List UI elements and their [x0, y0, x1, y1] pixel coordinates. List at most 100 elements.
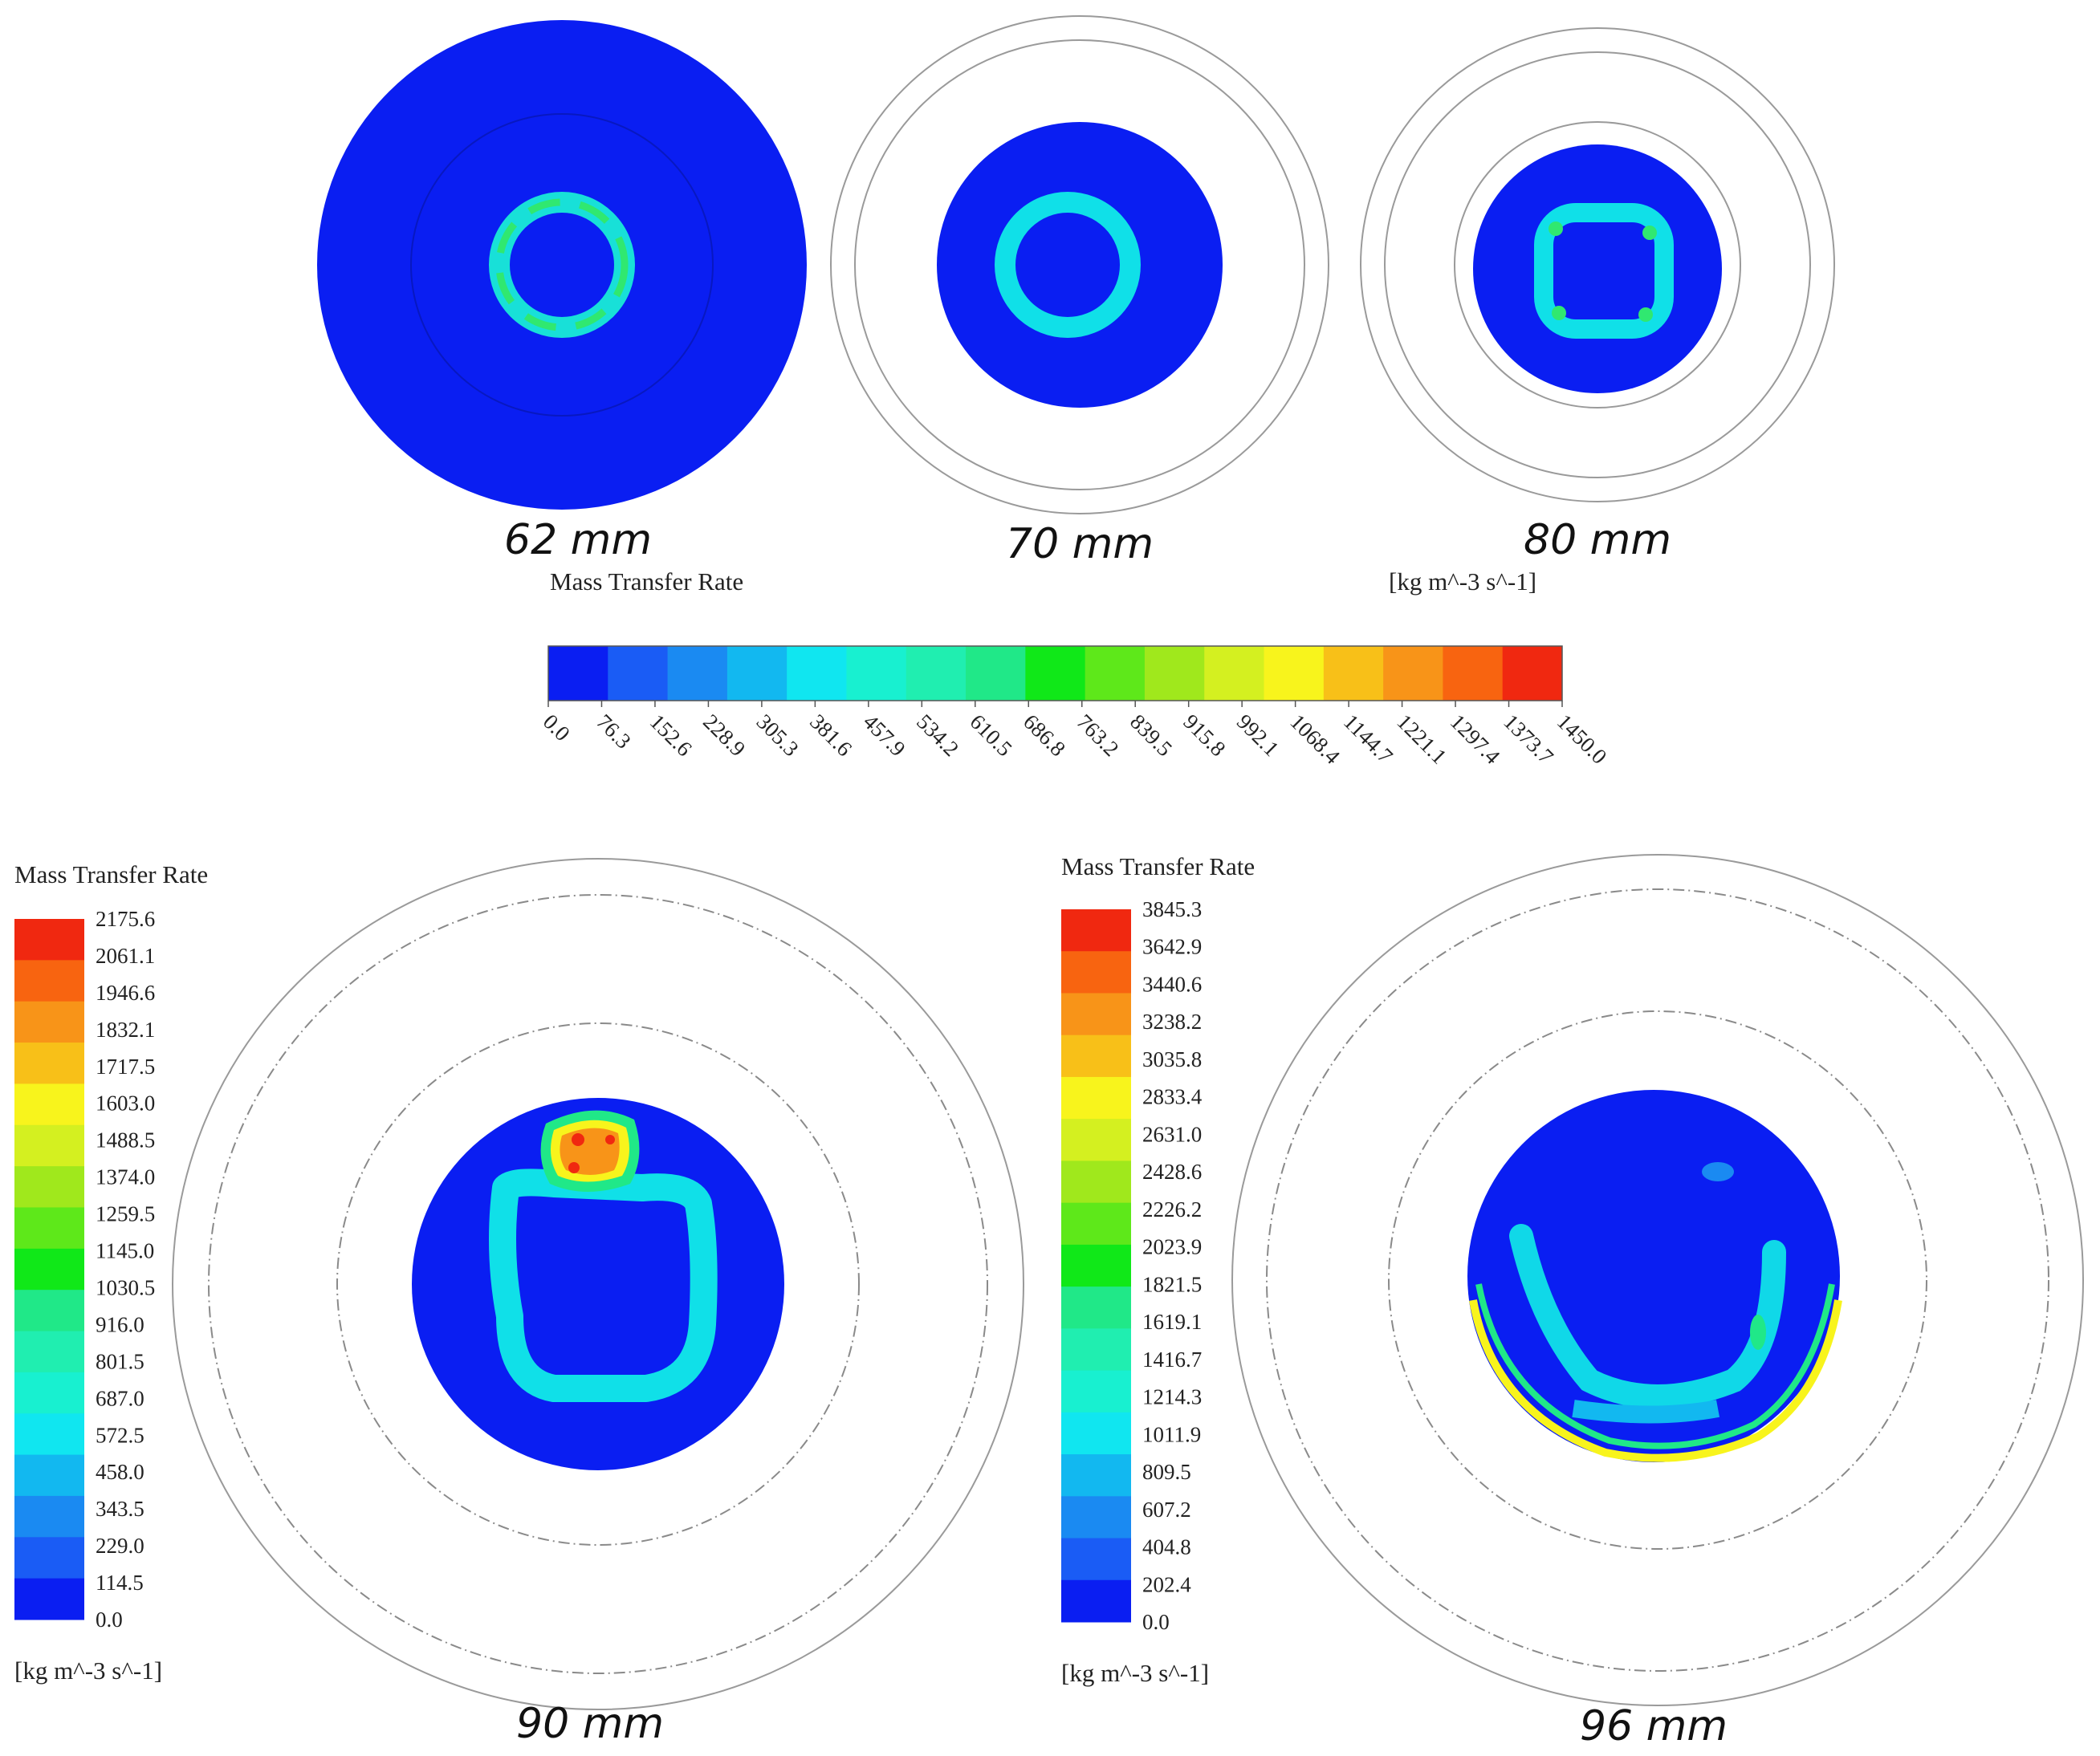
outer-ring-90mm: [172, 858, 1024, 1710]
colorbar-tick-label: 1416.7: [1142, 1347, 1202, 1372]
colorbar-tick-label: 2023.9: [1142, 1235, 1202, 1259]
colorbar-top-tick-label: 610.5: [966, 709, 1017, 761]
cb96-swatch: [1061, 1538, 1131, 1581]
panel-label-70mm: 70 mm: [1006, 520, 1154, 568]
colorbar-top-swatch: [1144, 646, 1205, 701]
edge-band-96mm: [1469, 1299, 1842, 1462]
cb90-swatch: [14, 919, 84, 961]
colorbar-96mm-title: Mass Transfer Rate: [1061, 852, 1255, 880]
colorbar-tick-label: 2226.2: [1142, 1197, 1202, 1221]
mass-transfer-band-80mm: [1534, 203, 1674, 339]
colorbar-tick-label: 229.0: [96, 1534, 144, 1558]
panel-96mm: 96 mm: [1231, 854, 2084, 1750]
hotspot-80mm-c: [1552, 306, 1566, 320]
colorbar-top-swatch: [1204, 646, 1265, 701]
hotspot-80mm-b: [1642, 226, 1657, 240]
colorbar-top-tick-label: 76.3: [592, 709, 636, 754]
colorbar-top-swatch: [1085, 646, 1146, 701]
colorbar-tick-label: 1946.6: [96, 981, 155, 1005]
cb96-swatch: [1061, 951, 1131, 994]
colorbar-top-swatch: [1323, 646, 1384, 701]
mass-transfer-band-70mm: [995, 192, 1141, 338]
colorbar-top-title: Mass Transfer Rate: [550, 567, 743, 595]
colorbar-tick-label: 801.5: [96, 1349, 144, 1373]
colorbar-top-swatch: [1502, 646, 1563, 701]
colorbar-tick-label: 1603.0: [96, 1091, 155, 1116]
colorbar-tick-label: 1214.3: [1142, 1385, 1202, 1409]
colorbar-tick-label: 1259.5: [96, 1202, 155, 1226]
inner-ring-90mm: [336, 1022, 860, 1546]
cb96-swatch: [1061, 1119, 1131, 1161]
cb90-swatch: [14, 1001, 84, 1043]
inner-ring-96mm: [1388, 1010, 1927, 1550]
colorbar-tick-label: 404.8: [1142, 1535, 1191, 1559]
cb96-swatch: [1061, 1244, 1131, 1287]
colorbar-tick-label: 202.4: [1142, 1572, 1191, 1596]
cb90-swatch: [14, 1372, 84, 1414]
panel-label-80mm: 80 mm: [1524, 516, 1671, 564]
colorbar-top-swatch: [608, 646, 669, 701]
colorbar-top-swatch: [966, 646, 1026, 701]
colorbar-top-tick-label: 381.6: [805, 709, 857, 761]
colorbar-tick-label: 916.0: [96, 1312, 144, 1336]
colorbar-tick-label: 0.0: [1142, 1610, 1170, 1634]
colorbar-tick-label: 3642.9: [1142, 935, 1202, 959]
colorbar-tick-label: 2175.6: [96, 907, 155, 931]
hotspot-96mm: [1750, 1315, 1766, 1350]
colorbar-top: Mass Transfer Rate [kg m^-3 s^-1] 0.0 76.…: [539, 567, 1612, 769]
middle-ring-90mm: [208, 894, 988, 1674]
colorbar-top-unit: [kg m^-3 s^-1]: [1389, 567, 1536, 595]
colorbar-90mm-ticks: 2175.6 2061.1 1946.6 1832.1 1717.5 1603.0 1488…: [96, 907, 155, 1632]
middle-ring-96mm: [1266, 888, 2049, 1672]
colorbar-tick-label: 809.5: [1142, 1460, 1191, 1484]
colorbar-tick-label: 1821.5: [1142, 1272, 1202, 1296]
cb90-swatch: [14, 1413, 84, 1456]
colorbar-top-tick-label: 1297.4: [1446, 709, 1505, 769]
colorbar-96mm-ticks: 3845.3 3642.9 3440.6 3238.2 3035.8 2833.4 2631…: [1142, 897, 1203, 1634]
panel-80mm: 80 mm: [1360, 27, 1835, 564]
colorbar-tick-label: 1832.1: [96, 1018, 155, 1042]
colorbar-top-swatch: [726, 646, 788, 701]
colorbar-96mm: Mass Transfer Rate 3845.3 3642.9 3440.6 323…: [1061, 852, 1255, 1687]
cb90-swatch: [14, 1083, 84, 1126]
cb96-swatch: [1061, 1328, 1131, 1372]
colorbar-tick-label: 3440.6: [1142, 972, 1202, 996]
colorbar-top-swatch: [787, 646, 847, 701]
colorbar-90mm: Mass Transfer Rate 2175.6 2061.1 1946.6 183…: [14, 860, 208, 1685]
colorbar-tick-label: 1619.1: [1142, 1310, 1202, 1334]
outer-ring-70mm: [830, 15, 1329, 514]
colorbar-tick-label: 458.0: [96, 1460, 144, 1484]
colorbar-tick-label: 1374.0: [96, 1165, 155, 1189]
colorbar-top-swatch: [1264, 646, 1325, 701]
mass-transfer-band-90mm: [489, 1169, 718, 1402]
hotspot-peak-90mm-b: [568, 1162, 580, 1173]
cb90-swatch: [14, 1537, 84, 1579]
colorbar-tick-label: 2061.1: [96, 944, 155, 968]
colorbar-tick-label: 607.2: [1142, 1498, 1191, 1522]
colorbar-top-swatch: [906, 646, 967, 701]
colorbar-tick-label: 1717.5: [96, 1055, 155, 1079]
colorbar-tick-label: 687.0: [96, 1386, 144, 1410]
colorbar-tick-label: 3845.3: [1142, 897, 1202, 921]
colorbar-top-swatches: [548, 646, 1563, 701]
colorbar-top-tick-label: 534.2: [912, 709, 963, 761]
colorbar-tick-label: 3238.2: [1142, 1010, 1202, 1034]
colorbar-top-tick-label: 0.0: [539, 709, 575, 746]
cb96-swatch: [1061, 1161, 1131, 1204]
colorbar-top-frame: [547, 645, 1563, 701]
colorbar-tick-label: 343.5: [96, 1497, 144, 1521]
inner-ring-outline-62mm: [410, 113, 714, 417]
colorbar-top-tick-label: 1373.7: [1499, 709, 1558, 769]
colorbar-tick-label: 1488.5: [96, 1128, 155, 1152]
colorbar-tick-label: 2631.0: [1142, 1122, 1202, 1146]
middle-ring-80mm: [1384, 51, 1811, 478]
cb96-swatch: [1061, 993, 1131, 1036]
colorbar-top-tick-label: 1144.7: [1339, 709, 1398, 768]
cb90-swatch: [14, 1166, 84, 1208]
cb90-swatch: [14, 1248, 84, 1291]
cb96-swatch: [1061, 1287, 1131, 1329]
cb90-swatch: [14, 1124, 84, 1167]
hotspot-peak-90mm-c: [605, 1135, 615, 1144]
colorbar-top-tick-label: 992.1: [1232, 709, 1284, 761]
